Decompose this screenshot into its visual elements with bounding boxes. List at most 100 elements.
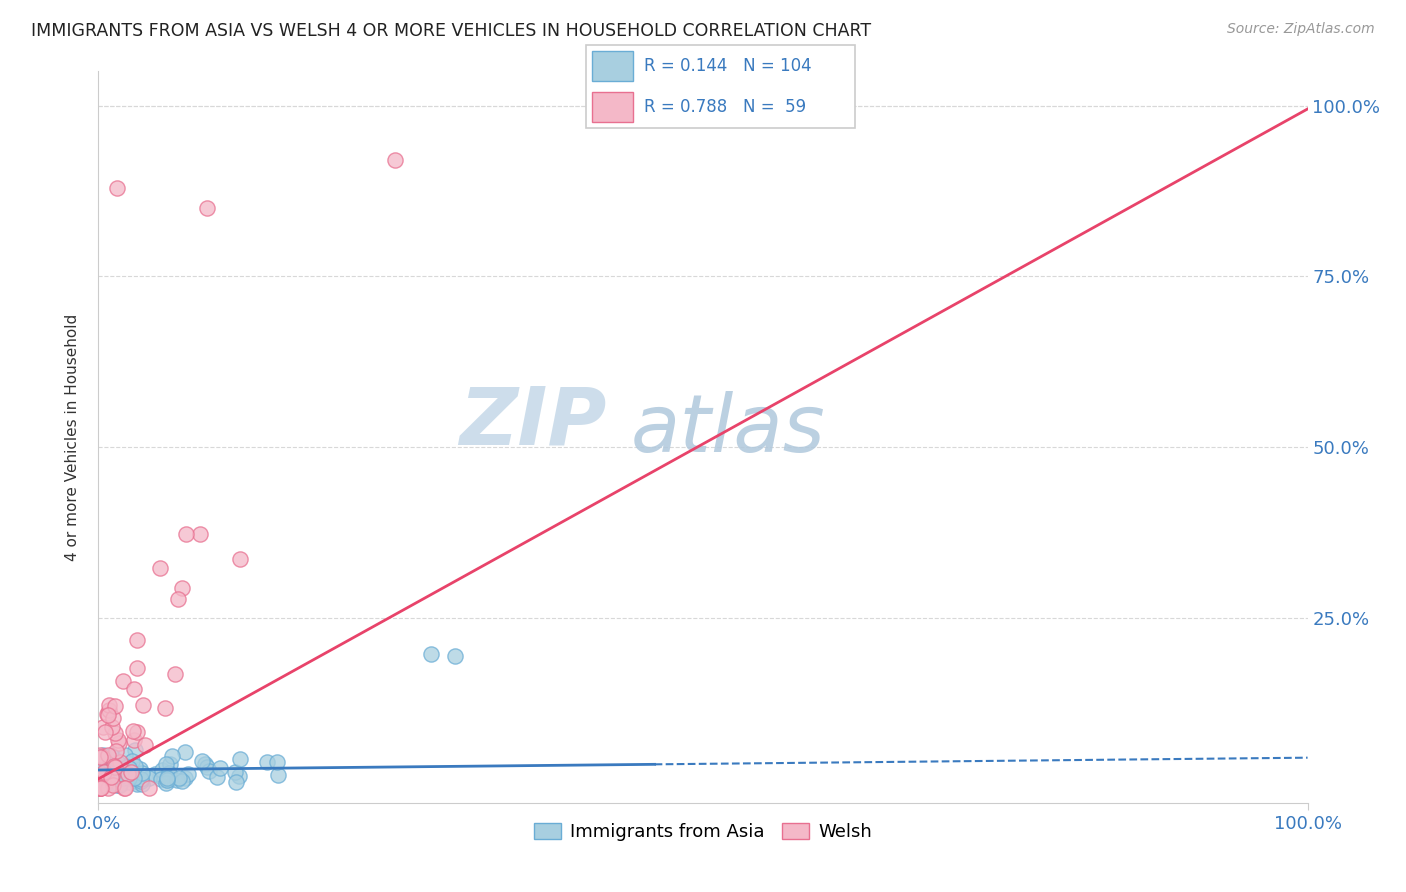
- Point: [105, 180, 128, 194]
- Point: [104, 698, 127, 713]
- Point: [122, 733, 145, 747]
- Point: [229, 552, 252, 566]
- Point: [127, 775, 149, 789]
- Point: [89, 750, 111, 764]
- Point: [118, 768, 141, 782]
- Point: [103, 759, 125, 773]
- Point: [94, 772, 117, 786]
- Point: [101, 769, 124, 783]
- Point: [115, 760, 138, 774]
- Point: [122, 724, 145, 739]
- Point: [121, 754, 143, 768]
- Point: [112, 673, 135, 688]
- Point: [98, 766, 121, 780]
- Point: [228, 769, 250, 783]
- Point: [98, 754, 121, 768]
- Point: [107, 733, 129, 747]
- Point: [124, 771, 146, 785]
- Point: [107, 736, 129, 750]
- Point: [224, 764, 246, 779]
- Point: [100, 747, 122, 762]
- Point: [267, 768, 290, 782]
- Point: [104, 760, 127, 774]
- Text: IMMIGRANTS FROM ASIA VS WELSH 4 OR MORE VEHICLES IN HOUSEHOLD CORRELATION CHART: IMMIGRANTS FROM ASIA VS WELSH 4 OR MORE …: [31, 22, 872, 40]
- Point: [194, 757, 217, 772]
- Point: [384, 153, 406, 168]
- Point: [149, 560, 172, 574]
- Point: [104, 726, 127, 740]
- Point: [105, 768, 128, 782]
- Point: [96, 770, 118, 784]
- Point: [89, 780, 111, 795]
- Point: [91, 770, 114, 784]
- Point: [100, 770, 122, 784]
- Point: [97, 707, 120, 722]
- Point: [90, 755, 112, 769]
- Point: [124, 771, 146, 785]
- Point: [170, 774, 193, 789]
- Point: [96, 773, 118, 788]
- Point: [177, 767, 200, 781]
- Point: [155, 776, 177, 790]
- Point: [188, 526, 211, 541]
- Point: [101, 779, 124, 793]
- Point: [120, 765, 142, 780]
- Point: [143, 767, 166, 781]
- Point: [93, 773, 115, 788]
- Point: [149, 772, 172, 787]
- Point: [138, 771, 160, 785]
- Point: [159, 772, 181, 786]
- Point: [91, 768, 114, 782]
- Point: [90, 772, 112, 787]
- Point: [149, 769, 172, 783]
- Point: [174, 745, 197, 759]
- Text: R = 0.144   N = 104: R = 0.144 N = 104: [644, 57, 811, 75]
- Point: [129, 772, 152, 787]
- Point: [127, 777, 149, 791]
- Point: [97, 763, 120, 777]
- Point: [110, 768, 132, 782]
- Point: [101, 711, 124, 725]
- Point: [90, 750, 112, 764]
- Point: [107, 769, 129, 783]
- Point: [108, 778, 131, 792]
- Text: atlas: atlas: [630, 391, 825, 469]
- Point: [127, 725, 149, 739]
- Point: [91, 720, 114, 734]
- Point: [172, 581, 194, 595]
- Point: [89, 780, 111, 795]
- Point: [89, 780, 111, 795]
- Point: [108, 778, 131, 792]
- Point: [90, 762, 112, 776]
- Point: [118, 774, 141, 789]
- Point: [132, 698, 155, 712]
- Point: [90, 771, 112, 785]
- Point: [112, 771, 135, 785]
- Point: [174, 771, 197, 785]
- Point: [129, 762, 152, 776]
- Point: [118, 771, 141, 785]
- Point: [114, 780, 136, 795]
- Point: [117, 767, 139, 781]
- Point: [127, 661, 149, 675]
- Point: [159, 757, 181, 772]
- Point: [174, 526, 197, 541]
- Point: [266, 755, 288, 769]
- Point: [110, 768, 132, 782]
- Point: [112, 764, 135, 779]
- Point: [134, 738, 156, 752]
- Point: [209, 762, 232, 776]
- Point: [96, 706, 118, 721]
- Point: [153, 700, 176, 714]
- Point: [115, 770, 138, 784]
- Point: [420, 647, 443, 661]
- Point: [103, 769, 125, 783]
- FancyBboxPatch shape: [586, 45, 855, 128]
- Point: [101, 775, 124, 789]
- Point: [90, 754, 112, 768]
- Point: [94, 772, 117, 786]
- Point: [98, 698, 121, 712]
- Point: [108, 756, 131, 770]
- Point: [157, 766, 180, 780]
- Point: [114, 747, 136, 762]
